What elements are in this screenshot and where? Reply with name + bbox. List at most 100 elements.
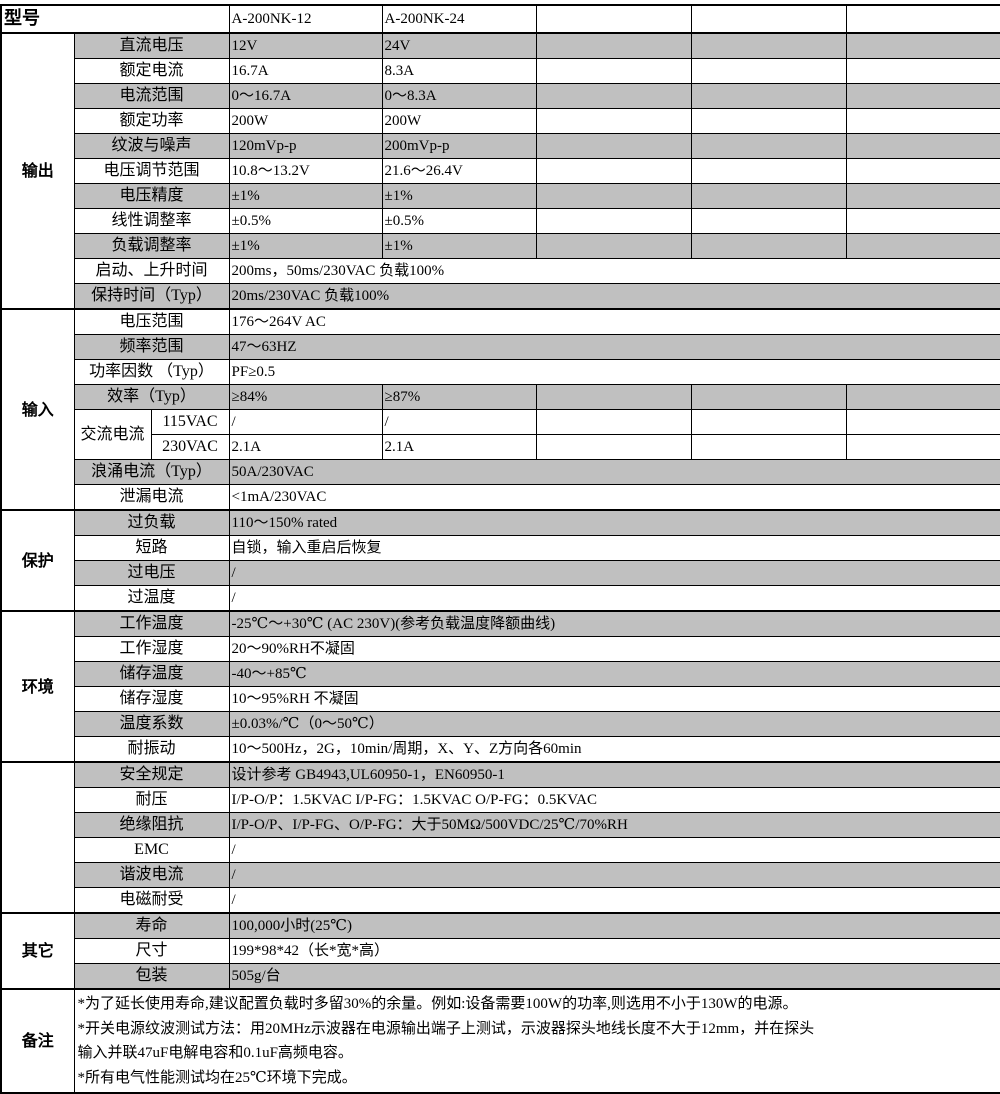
section-label xyxy=(0,761,75,914)
row-label: 负载调整率 xyxy=(73,233,230,259)
value-cell: -40～+85℃ xyxy=(228,661,1000,687)
row-label: 电流范围 xyxy=(73,83,230,109)
model-cell xyxy=(690,4,847,34)
value-cell: I/P-O/P、I/P-FG、O/P-FG：大于50MΩ/500VDC/25℃/… xyxy=(228,812,1000,838)
row-label: 频率范围 xyxy=(73,334,230,360)
empty-cell xyxy=(535,58,692,84)
row-label: 过温度 xyxy=(73,585,230,612)
row-label: 绝缘阻抗 xyxy=(73,812,230,838)
empty-cell xyxy=(690,133,847,159)
table-row: 谐波电流 / xyxy=(1,862,1000,888)
value-cell: 50A/230VAC xyxy=(228,459,1000,485)
row-label: 储存温度 xyxy=(73,661,230,687)
value-cell: 10.8～13.2V xyxy=(228,158,383,184)
table-row: 包装 505g/台 xyxy=(1,963,1000,990)
table-row: EMC / xyxy=(1,837,1000,863)
note-line: 输入并联47uF电解电容和0.1uF高频电容。 xyxy=(77,1045,353,1061)
row-label: 功率因数 （Typ） xyxy=(73,359,230,385)
value-cell: ±0.03%/℃（0～50℃） xyxy=(228,711,1000,737)
value-cell: 20ms/230VAC 负载100% xyxy=(228,283,1000,310)
value-cell: ±0.5% xyxy=(228,208,383,234)
value-cell: 200W xyxy=(228,108,383,134)
value-cell: 16.7A xyxy=(228,58,383,84)
value-cell: ≥87% xyxy=(381,384,537,410)
header-row: 型号 A-200NK-12 A-200NK-24 xyxy=(0,4,1000,34)
value-cell: -25℃～+30℃ (AC 230V)(参考负载温度降额曲线) xyxy=(228,610,1000,637)
row-label: 纹波与噪声 xyxy=(73,133,230,159)
row-label: 工作湿度 xyxy=(73,636,230,662)
value-cell: / xyxy=(228,409,383,435)
empty-cell xyxy=(535,384,692,410)
table-row: 浪涌电流（Typ） 50A/230VAC xyxy=(1,459,1000,485)
empty-cell xyxy=(535,183,692,209)
table-row: 230VAC 2.1A 2.1A xyxy=(1,434,1000,460)
note-line: *所有电气性能测试均在25℃环境下完成。 xyxy=(77,1069,357,1086)
value-cell: / xyxy=(228,585,1000,612)
value-cell: 2.1A xyxy=(381,434,537,460)
value-cell: 10～500Hz，2G，10min/周期，X、Y、Z方向各60min xyxy=(228,736,1000,763)
empty-cell xyxy=(690,233,847,259)
row-label: 温度系数 xyxy=(73,711,230,737)
notes-row: 备注 *为了延长使用寿命,建议配置负载时多留30%的余量。例如:设备需要100W的… xyxy=(0,988,1000,1094)
empty-cell xyxy=(690,58,847,84)
empty-cell xyxy=(845,133,1000,159)
empty-cell xyxy=(690,434,847,460)
empty-cell xyxy=(845,233,1000,259)
value-cell: PF≥0.5 xyxy=(228,359,1000,385)
value-cell: 自锁，输入重启后恢复 xyxy=(228,535,1000,561)
section-label: 环境 xyxy=(0,610,75,763)
value-cell: / xyxy=(228,837,1000,863)
value-cell: 100,000小时(25℃) xyxy=(228,912,1000,939)
row-label: 储存湿度 xyxy=(73,686,230,712)
value-cell: 24V xyxy=(381,32,537,59)
value-cell: ±0.5% xyxy=(381,208,537,234)
value-cell: 200mVp-p xyxy=(381,133,537,159)
empty-cell xyxy=(690,183,847,209)
row-group-label: 交流电流 xyxy=(73,409,152,460)
table-row: 输入 电压范围 176～264V AC xyxy=(0,308,1000,511)
table-row: 保护 过负载 110～150% rated xyxy=(0,509,1000,612)
empty-cell xyxy=(845,108,1000,134)
table-row: 电压调节范围 10.8～13.2V 21.6～26.4V xyxy=(1,158,1000,184)
empty-cell xyxy=(690,158,847,184)
row-label: 短路 xyxy=(73,535,230,561)
empty-cell xyxy=(535,158,692,184)
value-cell: 176～264V AC xyxy=(228,308,1000,335)
row-label: 过负载 xyxy=(73,509,230,536)
table-row: 耐压 I/P-O/P：1.5KVAC I/P-FG：1.5KVAC O/P-FG：… xyxy=(1,787,1000,813)
empty-cell xyxy=(845,434,1000,460)
value-cell: 47～63HZ xyxy=(228,334,1000,360)
table-row: 纹波与噪声 120mVp-p 200mVp-p xyxy=(1,133,1000,159)
value-cell: / xyxy=(228,887,1000,914)
table-row: 泄漏电流 <1mA/230VAC xyxy=(1,484,1000,511)
empty-cell xyxy=(690,108,847,134)
model-label: 型号 xyxy=(0,4,230,34)
empty-cell xyxy=(845,208,1000,234)
row-label: 耐压 xyxy=(73,787,230,813)
value-cell: ±1% xyxy=(381,233,537,259)
row-label: 安全规定 xyxy=(73,761,230,788)
value-cell: ±1% xyxy=(381,183,537,209)
table-row: 启动、上升时间 200ms，50ms/230VAC 负载100% xyxy=(1,258,1000,284)
row-label: 启动、上升时间 xyxy=(73,258,230,284)
table-row: 负载调整率 ±1% ±1% xyxy=(1,233,1000,259)
value-cell: ±1% xyxy=(228,233,383,259)
section-label: 输出 xyxy=(0,32,75,310)
value-cell: 10～95%RH 不凝固 xyxy=(228,686,1000,712)
row-label: 泄漏电流 xyxy=(73,484,230,511)
table-row: 保持时间（Typ） 20ms/230VAC 负载100% xyxy=(1,283,1000,310)
empty-cell xyxy=(845,32,1000,59)
notes-label: 备注 xyxy=(0,988,75,1094)
value-cell: 20～90%RH不凝固 xyxy=(228,636,1000,662)
table-row: 电磁耐受 / xyxy=(1,887,1000,914)
note-line: *开关电源纹波测试方法：用20MHz示波器在电源输出端子上测试，示波器探头地线长… xyxy=(77,1020,815,1037)
row-label: 寿命 xyxy=(73,912,230,939)
row-label: 尺寸 xyxy=(73,938,230,964)
value-cell: / xyxy=(228,862,1000,888)
note-line: *为了延长使用寿命,建议配置负载时多留30%的余量。例如:设备需要100W的功率… xyxy=(77,996,798,1012)
table-row: 线性调整率 ±0.5% ±0.5% xyxy=(1,208,1000,234)
row-label: 工作温度 xyxy=(73,610,230,637)
empty-cell xyxy=(690,208,847,234)
row-label: 过电压 xyxy=(73,560,230,586)
row-label: 直流电压 xyxy=(73,32,230,59)
